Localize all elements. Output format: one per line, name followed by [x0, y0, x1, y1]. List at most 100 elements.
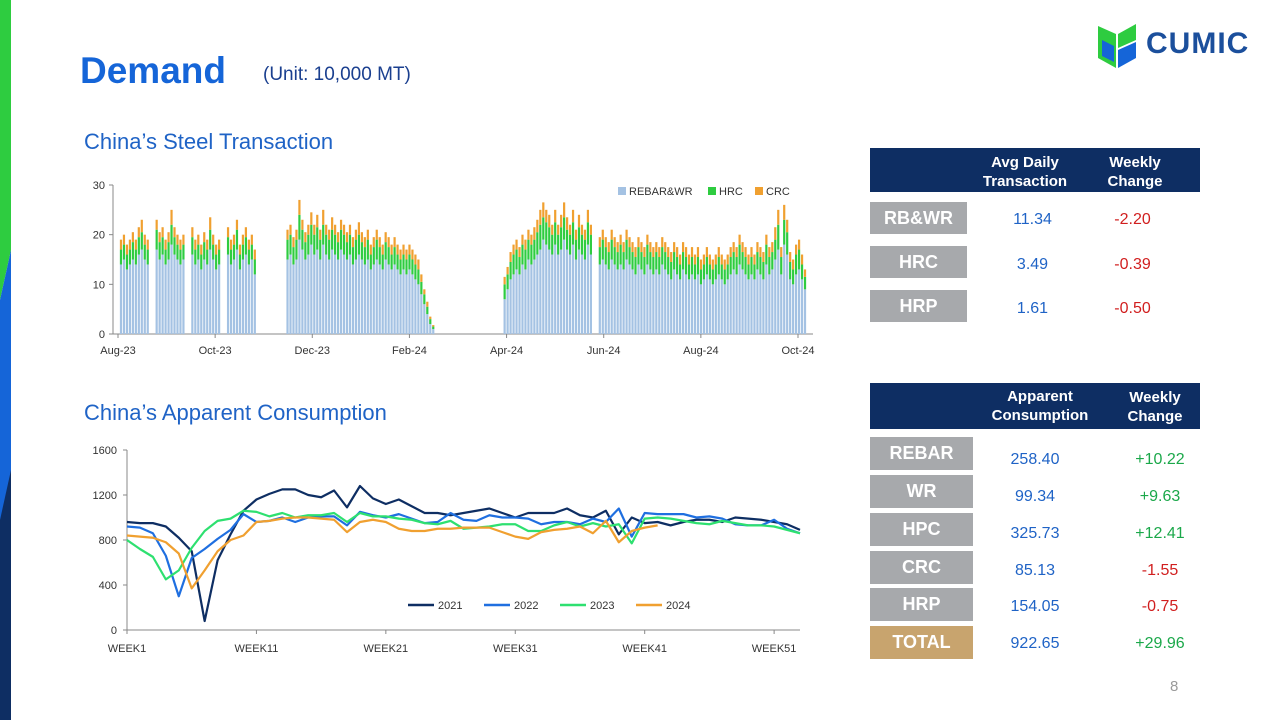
bar-crc [708, 254, 711, 265]
bar-hrc [328, 239, 331, 260]
bar-crc [568, 224, 572, 235]
bar-hrc [319, 239, 322, 260]
bar-hrc [640, 252, 643, 270]
legend-label: 2023 [590, 600, 614, 612]
bar-crc [372, 237, 375, 248]
bar-crc [167, 232, 170, 243]
bar-crc [658, 247, 661, 258]
bar-hrc [402, 254, 405, 270]
bar-hrc [670, 261, 673, 280]
consumption-row-change: -0.75 [1141, 598, 1179, 615]
bar-rebar-wr [795, 274, 798, 334]
bar-hrc [161, 237, 164, 255]
bar-rebar-wr [565, 249, 569, 334]
bar-hrc [417, 269, 420, 285]
bar-crc [325, 224, 328, 235]
bar-hrc [667, 257, 670, 275]
bar-hrc [616, 252, 619, 270]
bar-hrc [155, 229, 158, 250]
bar-hrc [747, 264, 750, 280]
bar-hrc [750, 257, 753, 275]
bar-hrc [342, 234, 346, 255]
bar-rebar-wr [628, 264, 631, 334]
bar-hrc [634, 257, 637, 275]
bar-crc [533, 227, 536, 240]
consumption-chart-title: China’s Apparent Consumption [84, 400, 387, 425]
bar-hrc [574, 239, 578, 260]
bar-crc [146, 239, 149, 250]
bar-rebar-wr [342, 254, 346, 334]
legend-label: 2022 [514, 600, 538, 612]
x-tick-label: Aug-23 [100, 345, 135, 357]
transaction-row-value: 11.34 [1013, 211, 1052, 228]
bar-hrc [744, 257, 747, 275]
bar-crc [759, 247, 762, 258]
bar-crc [539, 209, 542, 225]
bar-crc [580, 224, 584, 235]
bar-rebar-wr [738, 264, 741, 334]
bar-rebar-wr [387, 264, 390, 334]
bar-crc [565, 217, 569, 230]
consumption-header-change: Weekly Change [1110, 388, 1200, 426]
bar-rebar-wr [209, 249, 212, 334]
bar-rebar-wr [542, 239, 545, 334]
x-tick-label: Aug-24 [683, 345, 718, 357]
bar-crc [378, 237, 381, 248]
bar-hrc [503, 284, 506, 300]
consumption-row-value: 922.65 [1010, 635, 1060, 652]
bar-hrc [206, 249, 209, 265]
bar-hrc [229, 249, 233, 265]
bar-crc [232, 234, 236, 245]
bar-hrc [702, 264, 706, 280]
bar-crc [705, 247, 708, 258]
bar-crc [316, 214, 319, 228]
bar-crc [286, 229, 289, 240]
bar-rebar-wr [693, 279, 697, 334]
bar-rebar-wr [676, 274, 679, 334]
bar-rebar-wr [515, 269, 518, 334]
bar-rebar-wr [652, 274, 655, 334]
bar-crc [414, 254, 417, 265]
bar-crc [634, 247, 637, 258]
bar-hrc [426, 306, 429, 315]
bar-hrc [622, 252, 625, 270]
bar-hrc [378, 247, 381, 265]
bar-hrc [568, 234, 572, 255]
bar-rebar-wr [720, 279, 723, 334]
bar-crc [554, 209, 557, 223]
bar-crc [509, 252, 512, 262]
bar-crc [601, 229, 604, 240]
bar-crc [226, 227, 230, 238]
bar-hrc [717, 257, 720, 275]
bar-crc [577, 214, 581, 228]
bar-crc [158, 232, 161, 243]
bar-rebar-wr [119, 264, 123, 334]
bar-rebar-wr [512, 274, 515, 334]
bar-hrc [366, 239, 369, 260]
bar-crc [176, 234, 179, 245]
bar-hrc [170, 224, 173, 245]
bar-hrc [681, 252, 685, 270]
bar-hrc [699, 269, 703, 285]
consumption-header-apparent: Apparent Consumption [975, 387, 1105, 425]
bar-rebar-wr [417, 284, 420, 334]
bar-crc [399, 249, 402, 260]
bar-hrc [601, 239, 604, 260]
bar-rebar-wr [289, 254, 292, 334]
bar-hrc [390, 254, 393, 270]
transaction-chart: 0 10 20 30 Aug-23 Oct-23 Dec-23 Feb-24 Apr-24 Jun… [93, 180, 815, 357]
bar-crc [786, 219, 789, 233]
header-text: Weekly Change [1127, 389, 1183, 425]
bar-crc [319, 229, 322, 240]
bar-rebar-wr [509, 279, 512, 334]
bar-rebar-wr [610, 259, 613, 334]
bar-crc [548, 214, 551, 228]
bar-hrc [218, 249, 221, 265]
y-tick-label: 1600 [93, 445, 117, 457]
x-tick-label: WEEK11 [235, 643, 279, 655]
bar-crc [250, 234, 253, 245]
bar-rebar-wr [670, 279, 673, 334]
bar-hrc [631, 252, 634, 270]
bar-hrc [360, 242, 363, 260]
bar-hrc [354, 239, 358, 260]
